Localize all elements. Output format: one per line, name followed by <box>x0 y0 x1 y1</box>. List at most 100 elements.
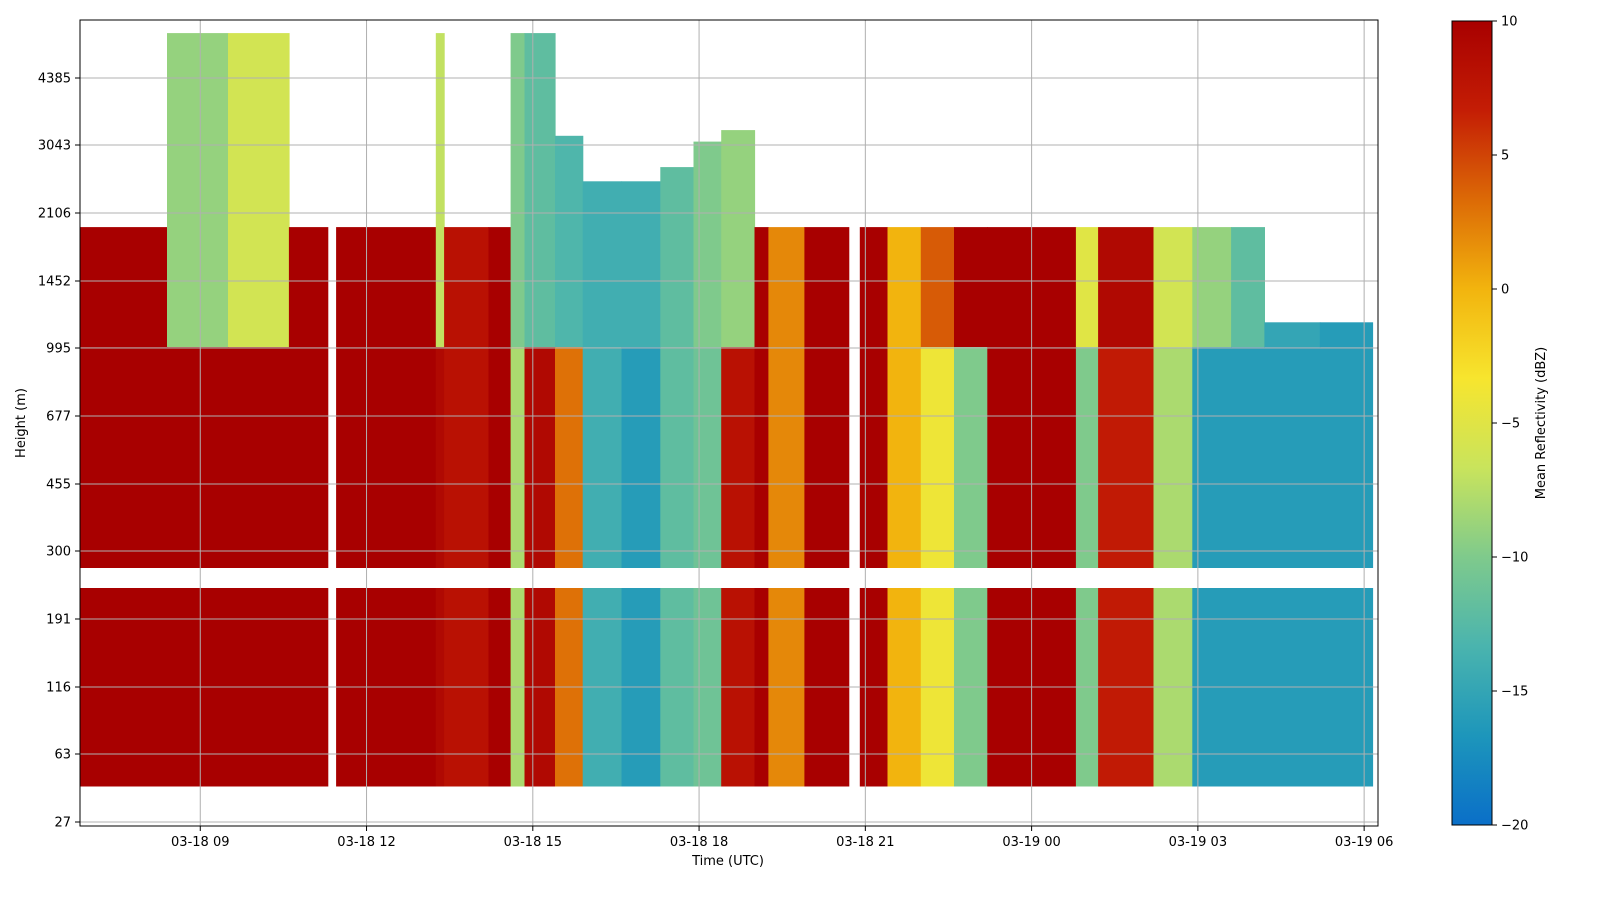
heatmap-cell-upper <box>1264 322 1321 348</box>
heatmap-cell-upper <box>693 141 722 348</box>
x-tick-label: 03-18 09 <box>171 835 229 850</box>
heatmap-cell-upper <box>336 227 368 348</box>
heatmap-cell <box>1231 347 1265 787</box>
heatmap-cell <box>1153 347 1193 787</box>
heatmap-cell <box>1192 347 1232 787</box>
y-tick-label: 191 <box>46 613 71 628</box>
heatmap-cell <box>444 347 489 787</box>
heatmap-cell-upper <box>954 227 988 348</box>
y-tick-label: 455 <box>46 478 71 493</box>
colorbar-tick-label: 5 <box>1501 149 1509 164</box>
colorbar-label: Mean Reflectivity (dBZ) <box>1534 347 1549 500</box>
heatmap-cell-upper <box>366 227 437 348</box>
heatmap-cell <box>660 347 695 787</box>
y-tick-label: 995 <box>46 342 71 357</box>
heatmap-cell-upper <box>1075 227 1099 348</box>
heatmap-cell <box>1075 347 1099 787</box>
heatmap-cell <box>804 347 850 787</box>
colorbar-axis: 10 5 0 −5 −10 −15 −20 <box>1492 15 1528 834</box>
heatmap-cell <box>228 347 290 787</box>
heatmap-cell-upper <box>887 227 922 348</box>
heatmap-cell-upper <box>1231 227 1265 348</box>
heatmap-cell-upper <box>288 227 329 348</box>
heatmap-cell-upper <box>721 130 756 348</box>
x-tick-label: 03-18 18 <box>670 835 728 850</box>
heatmap-cell-upper <box>804 227 850 348</box>
heatmap-cell-upper <box>1192 227 1232 348</box>
heatmap-cell-upper <box>524 33 556 348</box>
y-axis: 27 63 116 191 300 455 677 995 1452 2106 3043 4385 <box>38 72 80 831</box>
colorbar-tick-label: −10 <box>1501 551 1528 566</box>
heatmap-cell <box>435 347 445 787</box>
colorbar <box>1451 20 1493 826</box>
heatmap-cell <box>721 347 756 787</box>
heatmap-cell <box>621 347 661 787</box>
heatmap-cell <box>582 347 623 787</box>
x-axis: 03-18 09 03-18 12 03-18 15 03-18 18 03-18 21… <box>171 826 1393 850</box>
heatmap-cell-upper <box>621 181 661 348</box>
y-tick-label: 2106 <box>38 207 71 222</box>
y-tick-label: 63 <box>54 748 71 763</box>
heatmap-cell-upper <box>1319 322 1374 348</box>
colorbar-tick-label: −5 <box>1501 417 1520 432</box>
heatmap-cell <box>754 347 769 787</box>
heatmap-cell <box>920 347 955 787</box>
y-tick-label: 116 <box>46 681 71 696</box>
heatmap-cell <box>1319 347 1374 787</box>
heatmap-cell-upper <box>435 33 445 348</box>
plot-frame <box>79 19 1379 827</box>
y-tick-label: 3043 <box>38 139 71 154</box>
heatmap-cell-upper <box>660 167 695 348</box>
y-tick-label: 1452 <box>38 275 71 290</box>
heatmap-cells <box>80 33 1374 787</box>
heatmap-cell-upper <box>920 227 955 348</box>
heatmap-cell <box>488 347 512 787</box>
colorbar-tick-label: 0 <box>1501 283 1509 298</box>
heatmap-cell <box>1098 347 1155 787</box>
heatmap-cell <box>510 347 526 787</box>
heatmap-cell-upper <box>80 227 168 348</box>
heatmap-cell <box>167 347 229 787</box>
x-tick-label: 03-19 06 <box>1335 835 1393 850</box>
heatmap-cell <box>1264 347 1321 787</box>
heatmap-cell <box>524 347 556 787</box>
colorbar-tick-label: −15 <box>1501 685 1528 700</box>
heatmap-cell-upper <box>444 227 489 348</box>
heatmap-cell-upper <box>510 33 526 348</box>
x-axis-label: Time (UTC) <box>691 854 764 869</box>
heatmap-cell <box>336 347 368 787</box>
heatmap-cell <box>80 347 168 787</box>
y-tick-label: 27 <box>54 816 71 831</box>
y-tick-label: 4385 <box>38 72 71 87</box>
heatmap-cell <box>366 347 437 787</box>
colorbar-tick-label: 10 <box>1501 15 1518 30</box>
y-tick-label: 677 <box>46 410 71 425</box>
y-axis-label: Height (m) <box>14 388 29 458</box>
heatmap-cell <box>768 347 805 787</box>
heatmap-cell <box>859 347 889 787</box>
heatmap-cell-upper <box>768 227 805 348</box>
heatmap-cell-upper <box>1098 227 1155 348</box>
x-tick-label: 03-18 21 <box>836 835 894 850</box>
x-tick-label: 03-19 03 <box>1169 835 1227 850</box>
heatmap-cell <box>954 347 988 787</box>
heatmap-cell-upper <box>228 33 290 348</box>
heatmap-cell-upper <box>859 227 889 348</box>
heatmap-cell-upper <box>555 135 584 348</box>
heatmap-cell-upper <box>488 227 512 348</box>
heatmap-cell <box>288 347 329 787</box>
heatmap-cell <box>887 347 922 787</box>
heatmap-cell-upper <box>582 181 623 348</box>
heatmap-cell <box>555 347 584 787</box>
y-tick-label: 300 <box>46 545 71 560</box>
range-gap-band <box>80 568 1378 588</box>
x-tick-label: 03-18 12 <box>337 835 395 850</box>
heatmap-cell-upper <box>1153 227 1193 348</box>
colorbar-tick-label: −20 <box>1501 819 1528 834</box>
grid-lines <box>80 20 1378 826</box>
heatmap-cell-upper <box>754 227 769 348</box>
x-tick-label: 03-19 00 <box>1002 835 1060 850</box>
heatmap-cell-upper <box>167 33 229 348</box>
